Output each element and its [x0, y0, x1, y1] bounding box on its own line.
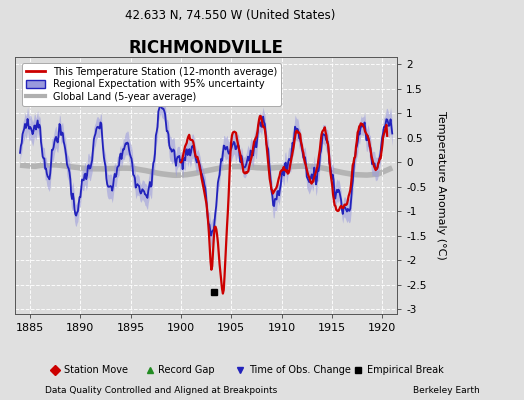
Text: Empirical Break: Empirical Break: [367, 365, 443, 375]
Text: Berkeley Earth: Berkeley Earth: [413, 386, 479, 395]
Text: 42.633 N, 74.550 W (United States): 42.633 N, 74.550 W (United States): [125, 9, 336, 22]
Title: RICHMONDVILLE: RICHMONDVILLE: [128, 39, 283, 57]
Text: Time of Obs. Change: Time of Obs. Change: [248, 365, 351, 375]
Legend: This Temperature Station (12-month average), Regional Expectation with 95% uncer: This Temperature Station (12-month avera…: [22, 63, 281, 106]
Text: Station Move: Station Move: [64, 365, 128, 375]
Y-axis label: Temperature Anomaly (°C): Temperature Anomaly (°C): [436, 111, 446, 260]
Text: Data Quality Controlled and Aligned at Breakpoints: Data Quality Controlled and Aligned at B…: [45, 386, 277, 395]
Text: Record Gap: Record Gap: [158, 365, 215, 375]
